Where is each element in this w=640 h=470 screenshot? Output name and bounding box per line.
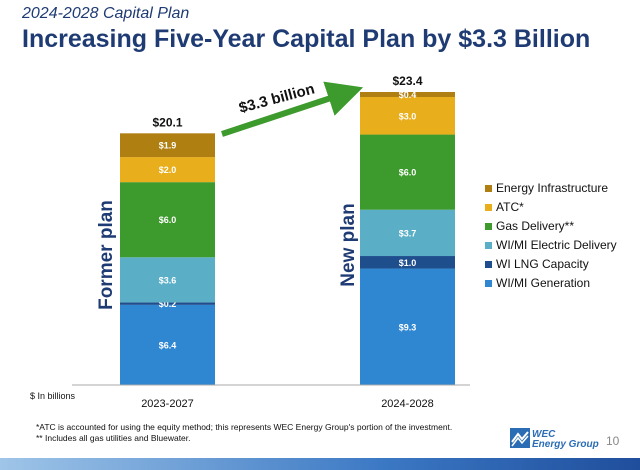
bar-segment [360,92,455,98]
y-axis-label: $ In billions [30,391,76,401]
bar-total-label: $23.4 [392,74,422,88]
bar-segment [120,302,215,305]
legend-swatch [485,242,492,249]
bar-segment [360,97,455,135]
plan-label: Former plan [96,200,117,310]
footnote-gas: ** Includes all gas utilities and Bluewa… [36,433,191,443]
bar-value-label: $1.0 [399,258,417,268]
bar-segment [120,157,215,183]
bar-total-label: $20.1 [152,115,182,129]
capital-plan-chart: $6.4 $0.2 $3.6 $6.0 $2.0 $1.9 $20.1 $9.3 $1.0 $3.… [30,74,617,410]
legend-swatch [485,280,492,287]
bar-value-label: $1.9 [159,141,177,151]
legend-label: WI LNG Capacity [496,257,589,271]
wec-logo-icon [510,428,530,448]
legend-label: Energy Infrastructure [496,181,608,195]
legend-label: WI/MI Generation [496,276,590,290]
legend-label: ATC* [496,200,524,214]
slide-title: Increasing Five-Year Capital Plan by $3.… [22,25,591,53]
bar-segment [120,257,215,303]
bar-value-label: $3.6 [159,275,177,285]
bar-value-label: $2.0 [159,165,177,175]
logo-line-1: WEC [532,429,556,440]
legend-swatch [485,204,492,211]
bar-value-label: $0.2 [159,299,177,309]
slide-subtitle: 2024-2028 Capital Plan [22,5,190,22]
legend-label: WI/MI Electric Delivery [496,238,617,252]
category-label: 2023-2027 [141,398,194,410]
bar-value-label: $6.0 [399,168,417,178]
category-label: 2024-2028 [381,398,434,410]
legend-swatch [485,185,492,192]
increase-annotation: $3.3 billion [237,80,316,116]
bar-segment [360,256,455,269]
bar-segment [120,182,215,258]
legend-label: Gas Delivery** [496,219,574,233]
bar-value-label: $9.3 [399,322,417,332]
bar-value-label: $6.4 [159,340,177,350]
footnotes: *ATC is accounted for using the equity m… [36,422,452,444]
page-number: 10 [606,434,620,448]
bar-segment [360,209,455,257]
bar-value-label: $0.4 [399,90,417,100]
legend-swatch [485,261,492,268]
bar-segment [360,134,455,210]
logo-line-2: Energy Group [532,439,599,450]
footnote-atc: *ATC is accounted for using the equity m… [36,422,453,432]
company-logo-text: WEC Energy Group [532,430,599,450]
increase-arrow [221,81,364,137]
bar-segment [360,268,455,385]
bar-value-label: $3.0 [399,111,417,121]
bar-segment [120,304,215,385]
bar-value-label: $3.7 [399,228,417,238]
bar-value-label: $6.0 [159,215,177,225]
bar-segment [120,133,215,158]
legend-swatch [485,223,492,230]
bottom-band [0,458,640,470]
plan-label: New plan [338,203,359,286]
